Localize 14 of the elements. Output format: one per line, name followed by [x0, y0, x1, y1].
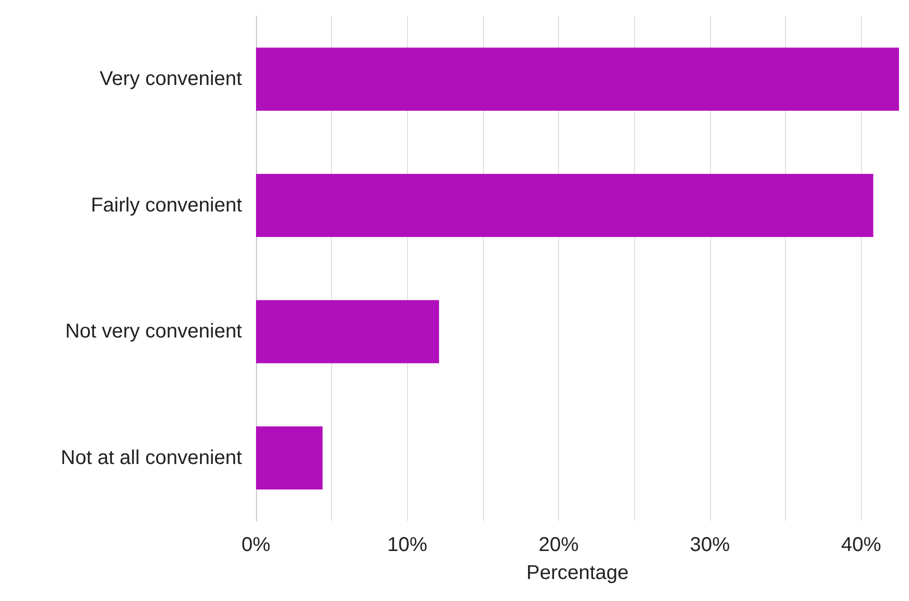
x-tick-label: 30%	[690, 534, 730, 556]
x-tick-label: 20%	[538, 534, 579, 556]
y-tick-label: Not at all convenient	[60, 446, 242, 469]
bar	[256, 300, 440, 364]
x-tick-label: 0%	[242, 534, 271, 556]
x-tick-label: 40%	[841, 534, 882, 556]
x-tick-label: 10%	[387, 534, 428, 556]
bar	[256, 48, 899, 111]
bar	[256, 426, 323, 490]
y-tick-label: Not very convenient	[65, 320, 242, 343]
bar	[256, 174, 874, 237]
x-axis-title: Percentage	[526, 562, 629, 584]
y-tick-label: Fairly convenient	[90, 194, 242, 216]
y-tick-label: Very convenient	[100, 68, 242, 90]
